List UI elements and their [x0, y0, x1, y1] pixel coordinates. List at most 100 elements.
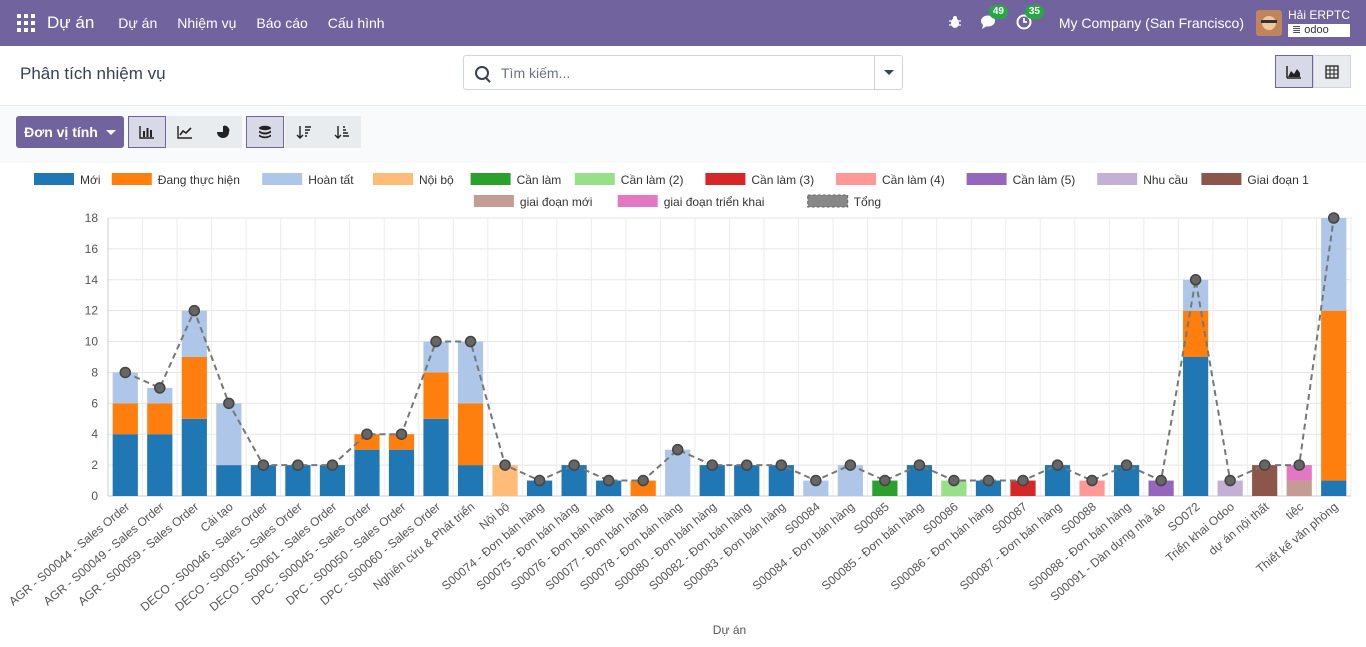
total-point [844, 459, 857, 471]
total-point [810, 474, 822, 487]
legend-item: Hoàn tất [262, 173, 354, 187]
legend-label: Giai đoạn 1 [1247, 173, 1309, 187]
search-options-toggle[interactable] [874, 56, 902, 89]
bar-segment [1321, 310, 1347, 481]
total-point [637, 474, 649, 487]
bar-segment [872, 480, 898, 496]
total-point [464, 335, 477, 348]
y-tick-label: 10 [85, 335, 99, 349]
legend-item: Tổng [807, 194, 881, 209]
legend-item: Giai đoạn 1 [1201, 173, 1309, 187]
total-point [982, 474, 995, 487]
sort-descending-button[interactable] [285, 116, 323, 148]
x-axis-title: Dự án [713, 623, 746, 637]
menu-item-configuration[interactable]: Cấu hình [327, 15, 385, 31]
y-tick-label: 18 [85, 211, 99, 225]
legend-item: Cần làm (3) [705, 173, 814, 187]
pivot-view-button[interactable] [1313, 55, 1351, 88]
legend-item: Cần làm (5) [966, 173, 1075, 187]
messages-icon[interactable]: 49 [980, 4, 1008, 33]
menu-item-reporting[interactable]: Báo cáo [256, 15, 308, 31]
legend-swatch [262, 173, 303, 185]
bar-segment [457, 341, 484, 404]
total-point [292, 459, 304, 471]
measures-dropdown-button[interactable]: Đơn vị tính [16, 116, 124, 148]
bar-segment [112, 434, 138, 496]
legend-swatch-total [807, 194, 849, 208]
legend-item: Mới [34, 173, 101, 187]
legend-label: Nội bộ [419, 173, 454, 187]
total-point [602, 474, 615, 487]
bar-chart-button[interactable] [128, 116, 166, 148]
bar-segment [630, 480, 656, 496]
legend-item: giai đoạn triển khai [617, 195, 764, 209]
stack-layers-icon [259, 125, 271, 139]
graph-view-button[interactable] [1275, 55, 1313, 88]
total-point [913, 459, 926, 471]
app-title[interactable]: Dự án [47, 13, 95, 32]
line-chart-icon [177, 126, 192, 139]
sort-ascending-button[interactable] [323, 116, 361, 148]
top-navbar: Dự án Dự án Nhiệm vụ Báo cáo Cấu hình 49… [0, 0, 1366, 46]
total-point [1086, 474, 1098, 487]
x-tick-label: tiệc [1283, 500, 1306, 523]
y-tick-label: 6 [91, 396, 98, 410]
bar-segment [388, 434, 415, 450]
legend-item: Cần làm (2) [574, 173, 684, 187]
legend-swatch [966, 173, 1007, 185]
database-icon: ≣ [1291, 24, 1305, 36]
chart-area: Mới Đang thực hiện Hoàn tất Nội bộ Cần làm Cầ… [0, 163, 1366, 642]
company-switcher[interactable]: My Company (San Francisco) [1058, 15, 1244, 31]
table-grid-icon [1325, 64, 1339, 79]
total-point [879, 474, 891, 487]
menu-item-projects[interactable]: Dự án [118, 15, 158, 31]
bar-segment [803, 480, 829, 496]
bar-segment [1148, 480, 1174, 496]
legend-label: Tổng [854, 195, 881, 209]
legend-swatch [1097, 173, 1138, 185]
line-chart-button[interactable] [166, 116, 204, 148]
pie-chart-button[interactable] [204, 116, 242, 148]
total-point [671, 443, 684, 456]
menu-item-tasks[interactable]: Nhiệm vụ [177, 15, 237, 31]
total-line [124, 217, 1335, 482]
bar-segment [941, 480, 967, 496]
caret-down-icon [105, 129, 116, 135]
chevron-down-icon [883, 70, 894, 75]
legend-label: Cần làm (2) [621, 173, 684, 187]
bar-segment [112, 403, 138, 435]
user-name: Hải ERPTC [1287, 8, 1350, 22]
legend-label: Cần làm [517, 173, 562, 187]
total-point [1120, 459, 1133, 471]
search-icon [475, 65, 489, 80]
activities-clock-icon[interactable]: 35 [1016, 4, 1044, 33]
y-tick-label: 16 [85, 242, 99, 256]
search-input[interactable] [501, 64, 861, 81]
bar-segment [147, 387, 173, 404]
stacked-toggle-button[interactable] [246, 116, 284, 148]
total-point [1051, 459, 1064, 471]
user-menu[interactable]: Hải ERPTC ≣ odoo [1287, 8, 1350, 37]
total-point [119, 366, 132, 379]
bar-segment [181, 310, 207, 357]
bar-segment [354, 449, 380, 496]
total-point [741, 459, 753, 471]
legend-item: Cần làm [470, 173, 562, 187]
bar-segment [975, 480, 1002, 496]
legend-label: Mới [80, 173, 101, 187]
bar-segment [596, 480, 622, 496]
y-tick-label: 8 [91, 365, 98, 379]
legend-label: Nhu cầu [1143, 173, 1188, 187]
control-panel: Phân tích nhiệm vụ [0, 46, 1366, 106]
bar-segment [181, 357, 207, 419]
stacked-bar-chart: Mới Đang thực hiện Hoàn tất Nội bộ Cần làm Cầ… [6, 173, 1352, 637]
bar-segment [423, 372, 449, 419]
graph-toolbar: Đơn vị tính [0, 107, 1366, 163]
user-avatar[interactable] [1255, 10, 1282, 36]
breadcrumb: Phân tích nhiệm vụ [20, 64, 166, 83]
bar-segment [1286, 465, 1312, 481]
apps-menu-icon[interactable] [17, 14, 35, 32]
debug-bug-icon[interactable] [948, 15, 962, 32]
legend-label: Hoàn tất [308, 173, 354, 187]
bar-segment [147, 403, 173, 435]
